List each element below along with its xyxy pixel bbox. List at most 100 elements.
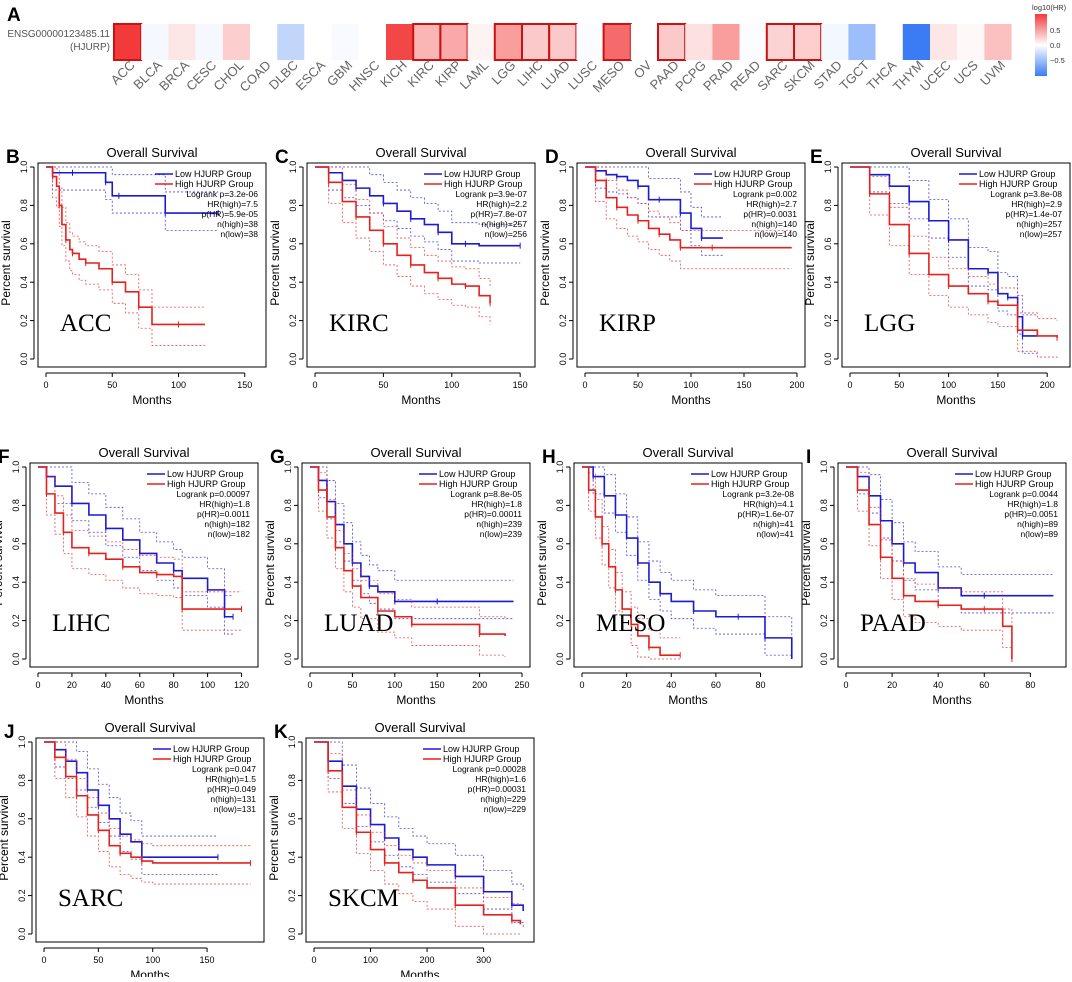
- legend-tick: −0.5: [1050, 56, 1065, 65]
- stat-line: HR(high)=2.2: [476, 199, 527, 209]
- x-tick-label: 100: [171, 380, 186, 390]
- legend-high: High HJURP Group: [979, 179, 1057, 189]
- x-tick-label: 100: [941, 380, 956, 390]
- stat-line: p(HR)=1.4e-07: [1006, 209, 1063, 219]
- stat-line: HR(high)=1.8: [1007, 499, 1058, 509]
- y-axis-label: Percent survival: [267, 795, 281, 880]
- x-tick-label: 0: [843, 680, 848, 690]
- km-panel-sarc: J Overall Survival 0.0 0.2 0.4 0.6 0.8 1.0 Perce…: [0, 720, 265, 982]
- legend-high: High HJURP Group: [714, 179, 792, 189]
- legend-low: Low HJURP Group: [975, 469, 1051, 479]
- stat-line: n(low)=89: [1020, 529, 1058, 539]
- stat-line: n(low)=140: [755, 229, 798, 239]
- plot-title: Overall Survival: [98, 445, 189, 460]
- stat-line: n(high)=257: [1016, 219, 1062, 229]
- x-axis-label: Months: [400, 968, 439, 977]
- legend-high: High HJURP Group: [167, 479, 245, 489]
- plot-frame: [305, 737, 535, 943]
- stat-line: n(high)=229: [480, 794, 526, 804]
- cancer-label: KIRC: [329, 310, 389, 337]
- y-tick-label: 0.8: [558, 199, 568, 212]
- stat-line: HR(high)=1.8: [199, 499, 250, 509]
- y-tick-label: 1.0: [283, 461, 293, 474]
- heatmap-cell-ucec: [930, 24, 958, 60]
- legend-high: High HJURP Group: [444, 179, 522, 189]
- heatmap-label: LAML: [457, 58, 492, 93]
- x-tick-label: 200: [472, 680, 487, 690]
- stat-line: n(high)=131: [210, 794, 256, 804]
- y-axis-label: Percent survival: [263, 520, 277, 605]
- x-tick-label: 0: [312, 380, 317, 390]
- y-tick-label: 0.4: [283, 576, 293, 589]
- x-tick-label: 50: [378, 380, 388, 390]
- ci-band-high: [585, 166, 792, 270]
- heatmap-label: UCEC: [917, 58, 954, 95]
- y-tick-label: 0.4: [11, 576, 21, 589]
- x-tick-label: 100: [683, 380, 698, 390]
- heatmap-cell-read: [739, 24, 767, 60]
- stat-line: p(HR)=0.0011: [197, 509, 250, 519]
- y-tick-label: 0.4: [555, 576, 565, 589]
- heatmap-cell-ucs: [957, 24, 985, 60]
- stat-line: n(low)=257: [1020, 229, 1063, 239]
- y-tick-label: 0.8: [17, 774, 27, 787]
- y-tick-label: 0.6: [823, 238, 833, 251]
- heatmap-label: UCS: [951, 57, 981, 87]
- km-panel-lihc: F Overall Survival 0.0 0.2 0.4 0.6 0.8 1.0 Perce…: [0, 445, 259, 707]
- stat-line: Logrank p=8.8e-05: [450, 489, 522, 499]
- stat-line: n(high)=140: [751, 219, 797, 229]
- panel-label: H: [542, 447, 556, 468]
- panel-label: C: [275, 147, 289, 168]
- km-panel-acc: B Overall Survival 0.0 0.2 0.4 0.6 0.8 1.0 Perce…: [0, 145, 267, 407]
- plot-title: Overall Survival: [375, 145, 466, 160]
- stat-line: HR(high)=7.5: [207, 199, 258, 209]
- cancer-label: ACC: [60, 310, 111, 337]
- x-axis-label: Months: [132, 393, 171, 407]
- y-tick-label: 1.0: [287, 736, 297, 749]
- stat-line: n(high)=239: [476, 519, 522, 529]
- heatmap-cell-tgct: [848, 24, 876, 60]
- stat-line: HR(high)=2.9: [1011, 199, 1062, 209]
- heatmap-label: LUAD: [538, 58, 573, 93]
- y-tick-label: 0.2: [19, 314, 29, 327]
- y-tick-label: 0.2: [558, 314, 568, 327]
- km-curve-high: [38, 466, 242, 610]
- x-tick-label: 40: [101, 680, 111, 690]
- x-tick-label: 50: [633, 380, 643, 390]
- legend-tick: 0.0: [1050, 41, 1060, 50]
- stat-line: n(low)=239: [480, 529, 523, 539]
- legend-low: Low HJURP Group: [979, 169, 1055, 179]
- plot-frame: [841, 162, 1071, 368]
- heatmap-cell-thym: [902, 24, 930, 60]
- km-panel-lgg: E Overall Survival 0.0 0.2 0.4 0.6 0.8 1.0 Perce…: [803, 145, 1071, 407]
- y-tick-label: 0.0: [17, 928, 27, 941]
- stat-line: Logrank p=0.00097: [177, 489, 251, 499]
- x-tick-label: 100: [145, 955, 160, 965]
- x-tick-label: 60: [979, 680, 989, 690]
- y-tick-label: 1.0: [19, 161, 29, 174]
- x-tick-label: 300: [476, 955, 491, 965]
- ci-band-high: [310, 466, 506, 658]
- y-tick-label: 0.4: [558, 276, 568, 289]
- y-tick-label: 0.6: [283, 538, 293, 551]
- heatmap-cell-laml: [467, 24, 495, 60]
- y-tick-label: 0.2: [11, 614, 21, 627]
- ci-band-low: [585, 166, 723, 218]
- ci-band-high: [846, 466, 1013, 659]
- y-tick-label: 1.0: [555, 461, 565, 474]
- cancer-label: PAAD: [860, 610, 926, 637]
- km-curve-low: [46, 166, 219, 214]
- ci-band-low: [582, 466, 793, 638]
- stat-line: n(high)=257: [481, 219, 527, 229]
- y-tick-label: 0.2: [555, 614, 565, 627]
- legend-low: Low HJURP Group: [175, 169, 251, 179]
- plot-title: Overall Survival: [645, 145, 736, 160]
- plot-frame: [35, 737, 265, 943]
- stat-line: p(HR)=0.00031: [468, 784, 527, 794]
- km-curve-high: [582, 466, 681, 656]
- stat-line: HR(high)=1.5: [205, 774, 256, 784]
- y-tick-label: 0.0: [11, 653, 21, 666]
- y-tick-label: 0.6: [288, 238, 298, 251]
- stat-line: Logrank p=3.8e-08: [990, 189, 1062, 199]
